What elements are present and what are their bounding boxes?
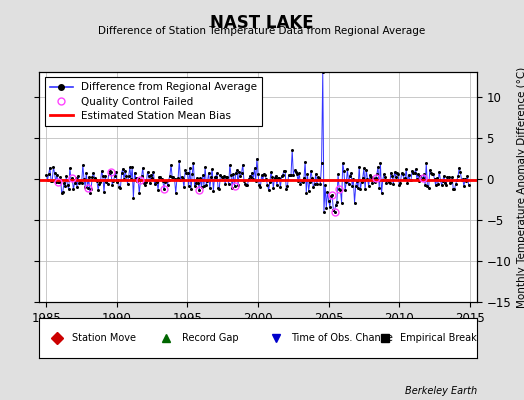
Text: Station Move: Station Move xyxy=(72,333,136,343)
Text: NAST LAKE: NAST LAKE xyxy=(210,14,314,32)
Text: Record Gap: Record Gap xyxy=(181,333,238,343)
Text: Empirical Break: Empirical Break xyxy=(400,333,477,343)
Text: Time of Obs. Change: Time of Obs. Change xyxy=(291,333,393,343)
Text: Berkeley Earth: Berkeley Earth xyxy=(405,386,477,396)
Text: Difference of Station Temperature Data from Regional Average: Difference of Station Temperature Data f… xyxy=(99,26,425,36)
Legend: Difference from Regional Average, Quality Control Failed, Estimated Station Mean: Difference from Regional Average, Qualit… xyxy=(45,77,262,126)
Y-axis label: Monthly Temperature Anomaly Difference (°C): Monthly Temperature Anomaly Difference (… xyxy=(517,66,524,308)
